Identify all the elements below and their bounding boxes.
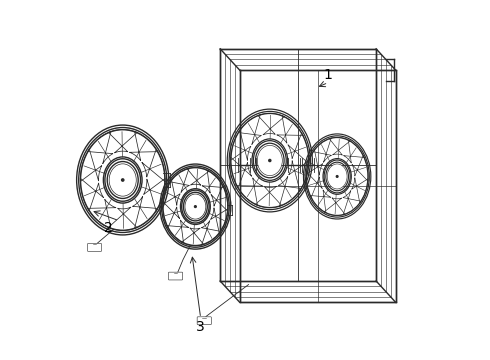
- Ellipse shape: [257, 145, 282, 176]
- FancyBboxPatch shape: [169, 272, 183, 280]
- FancyBboxPatch shape: [87, 243, 101, 251]
- FancyBboxPatch shape: [197, 317, 211, 325]
- Text: 1: 1: [324, 68, 333, 82]
- Circle shape: [122, 179, 124, 181]
- Ellipse shape: [185, 194, 206, 219]
- Circle shape: [269, 159, 271, 162]
- Text: 3: 3: [196, 320, 205, 334]
- Text: 2: 2: [104, 221, 113, 235]
- Ellipse shape: [109, 164, 136, 196]
- Ellipse shape: [327, 164, 347, 189]
- Circle shape: [336, 176, 338, 177]
- Circle shape: [195, 206, 196, 207]
